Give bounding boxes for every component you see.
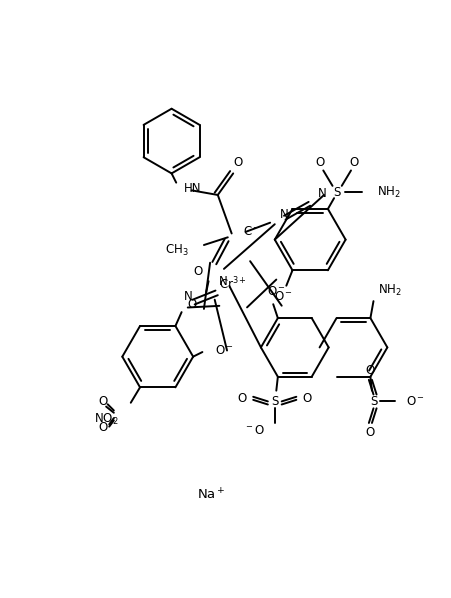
Text: N: N [183, 290, 192, 303]
Text: O$^-$: O$^-$ [266, 285, 285, 298]
Text: O: O [187, 298, 196, 311]
Text: S: S [271, 395, 278, 408]
Text: NH$_2$: NH$_2$ [376, 184, 400, 200]
Text: O: O [349, 156, 358, 169]
Text: Cr$^{3+}$: Cr$^{3+}$ [219, 276, 247, 292]
Text: O: O [98, 395, 107, 408]
Text: S: S [333, 185, 340, 199]
Text: NO$_2$: NO$_2$ [94, 412, 118, 427]
Text: O$^-$: O$^-$ [273, 290, 292, 303]
Text: O: O [365, 426, 374, 439]
Text: O: O [302, 392, 311, 405]
Text: O: O [98, 421, 107, 434]
Text: O: O [237, 392, 247, 405]
Text: Na$^+$: Na$^+$ [197, 487, 226, 503]
Text: O: O [193, 266, 202, 279]
Text: O: O [233, 156, 242, 169]
Text: O: O [365, 364, 374, 377]
Text: O$^-$: O$^-$ [214, 344, 233, 357]
Text: $^-$O: $^-$O [244, 424, 265, 437]
Text: N: N [218, 275, 227, 288]
Text: N: N [317, 187, 326, 200]
Text: O$^-$: O$^-$ [405, 395, 424, 408]
Text: C$^-$: C$^-$ [243, 225, 261, 239]
Text: N: N [279, 209, 287, 221]
Text: HN: HN [184, 182, 201, 196]
Text: CH$_3$: CH$_3$ [165, 243, 188, 258]
Text: NH$_2$: NH$_2$ [377, 283, 401, 298]
Text: O: O [315, 156, 324, 169]
Text: S: S [369, 395, 376, 408]
